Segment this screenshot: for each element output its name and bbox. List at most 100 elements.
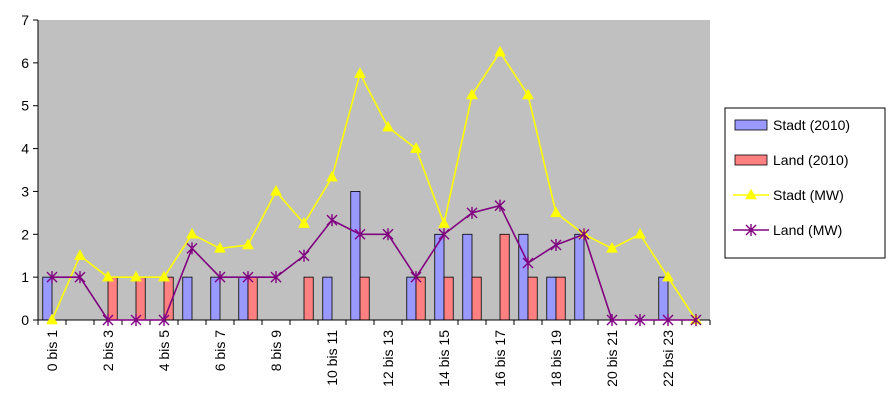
- x-tick-label: 8 bis 9: [268, 330, 284, 371]
- bar: [574, 233, 585, 321]
- bar: [350, 191, 361, 321]
- bar: [210, 276, 221, 321]
- triangle-marker: [298, 217, 310, 228]
- x-tick-label: 6 bis 7: [212, 330, 228, 371]
- x-tick-label: 14 bis 15: [436, 330, 452, 387]
- star-marker: [298, 249, 310, 262]
- y-tick-label: 0: [21, 312, 29, 328]
- bar: [462, 233, 473, 321]
- x-tick-label: 4 bis 5: [156, 330, 172, 371]
- star-marker: [634, 314, 646, 326]
- triangle-marker: [662, 270, 674, 282]
- triangle-marker: [74, 249, 86, 260]
- star-marker: [242, 271, 254, 284]
- x-tick-label: 12 bis 13: [380, 330, 396, 387]
- bar: [303, 276, 314, 321]
- star-marker: [74, 271, 86, 284]
- x-tick-label: 0 bis 1: [44, 330, 60, 371]
- star-marker: [745, 224, 757, 236]
- star-marker: [550, 239, 562, 251]
- bar: [471, 276, 482, 321]
- star-marker: [494, 199, 506, 212]
- star-marker: [102, 314, 114, 326]
- x-tick-label: 10 bis 11: [324, 330, 340, 386]
- triangle-marker: [634, 227, 646, 239]
- triangle-marker: [410, 142, 422, 153]
- legend-item: Stadt (MW): [733, 187, 844, 203]
- x-tick-label: 22 bsi 23: [660, 330, 676, 387]
- legend: Stadt (2010) Land (2010) Stadt (MW) Land (M…: [724, 107, 886, 259]
- x-tick-label: 2 bis 3: [100, 330, 116, 371]
- bar: [322, 276, 333, 321]
- star-marker: [578, 228, 590, 241]
- triangle-marker: [606, 241, 618, 253]
- bar: [107, 276, 118, 321]
- star-marker: [158, 314, 170, 326]
- bar: [359, 276, 370, 321]
- x-tick-label: 18 bis 19: [548, 330, 564, 387]
- y-tick-label: 7: [21, 12, 29, 28]
- triangle-marker: [354, 67, 366, 78]
- bar: [499, 233, 510, 321]
- star-marker: [410, 271, 422, 284]
- y-tick-label: 3: [21, 183, 29, 199]
- star-marker: [522, 257, 534, 269]
- star-marker: [466, 206, 478, 219]
- bar: [527, 276, 538, 321]
- legend-item: Stadt (2010): [734, 117, 850, 133]
- legend-swatch: [734, 154, 768, 166]
- bar: [238, 276, 249, 321]
- star-marker: [46, 271, 58, 284]
- star-marker: [662, 314, 674, 326]
- triangle-marker: [214, 241, 226, 253]
- bar: [546, 276, 557, 321]
- legend-item: Land (MW): [733, 222, 842, 238]
- legend-label: Land (2010): [773, 152, 849, 168]
- triangle-marker: [466, 88, 478, 100]
- y-tick-label: 1: [21, 269, 29, 285]
- star-marker: [354, 228, 366, 241]
- y-tick-label: 6: [21, 55, 29, 71]
- star-marker: [438, 228, 450, 241]
- bar: [42, 276, 53, 321]
- legend-swatch: [734, 119, 768, 131]
- triangle-marker: [102, 270, 114, 282]
- legend-label: Stadt (2010): [773, 117, 850, 133]
- triangle-marker: [550, 206, 562, 218]
- y-tick-label: 5: [21, 98, 29, 114]
- series-line: [52, 204, 696, 321]
- plot-area: 0 1 2 3 4 5 6 7 0 bis 1 2 bis 3 4 bis 5 6 bis 7 8 bi…: [21, 12, 711, 387]
- bar: [406, 276, 417, 321]
- bar: [443, 276, 454, 321]
- triangle-marker: [522, 88, 534, 100]
- legend-label: Stadt (MW): [773, 187, 844, 203]
- bar: [415, 276, 426, 321]
- star-marker: [270, 271, 282, 284]
- legend-item: Land (2010): [734, 152, 849, 168]
- triangle-marker: [438, 217, 450, 228]
- star-marker: [606, 314, 618, 326]
- star-marker: [382, 228, 394, 241]
- star-marker: [130, 314, 142, 326]
- triangle-marker: [494, 45, 506, 57]
- star-marker: [186, 242, 198, 255]
- triangle-marker: [270, 184, 282, 196]
- star-marker: [690, 314, 702, 326]
- triangle-marker: [46, 313, 58, 325]
- bar: [658, 276, 669, 321]
- triangle-marker: [745, 188, 757, 200]
- bar: [135, 276, 146, 321]
- bar: [247, 276, 258, 321]
- star-marker: [326, 214, 338, 227]
- plot-background: [38, 20, 710, 320]
- y-tick-label: 4: [21, 141, 29, 157]
- triangle-marker: [186, 227, 198, 239]
- triangle-marker: [382, 120, 394, 132]
- x-tick-label: 16 bis 17: [492, 330, 508, 387]
- triangle-marker: [158, 270, 170, 282]
- triangle-marker: [242, 238, 254, 250]
- triangle-marker: [326, 170, 338, 182]
- y-tick-label: 2: [21, 226, 29, 242]
